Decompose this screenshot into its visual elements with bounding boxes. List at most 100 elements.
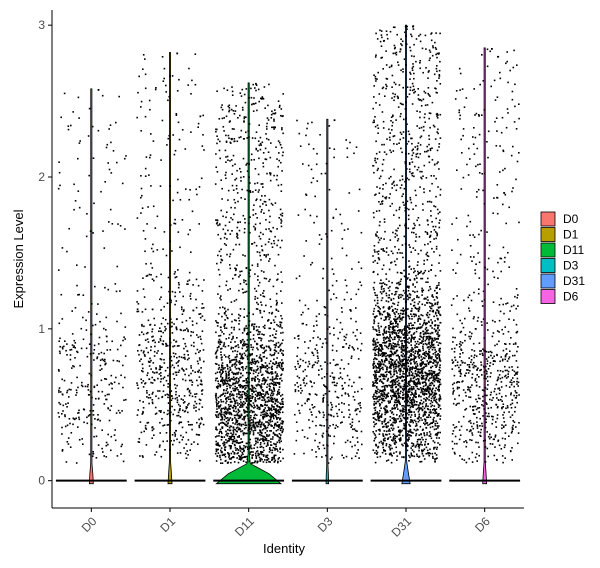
point — [273, 240, 275, 242]
point — [391, 305, 393, 308]
point — [145, 428, 148, 430]
point — [153, 350, 156, 353]
point — [169, 337, 171, 340]
point — [184, 410, 187, 412]
point — [259, 430, 262, 433]
point — [262, 152, 265, 154]
point — [189, 292, 192, 295]
point — [410, 394, 412, 396]
point — [397, 390, 399, 392]
point — [181, 313, 184, 315]
point — [97, 303, 99, 305]
point — [159, 421, 161, 424]
point — [224, 406, 227, 408]
point — [428, 94, 430, 96]
point — [194, 393, 196, 395]
point — [377, 322, 380, 325]
point — [89, 390, 92, 393]
point — [223, 333, 225, 335]
point — [137, 91, 139, 94]
point — [231, 433, 234, 436]
point — [104, 363, 106, 366]
point — [402, 256, 404, 259]
point — [227, 368, 229, 370]
point — [268, 347, 271, 349]
point — [198, 398, 201, 401]
point — [372, 212, 375, 214]
point — [372, 326, 374, 328]
point — [372, 107, 374, 110]
point — [404, 180, 406, 183]
point — [268, 372, 271, 375]
point — [327, 404, 329, 406]
point — [239, 445, 241, 448]
point — [278, 141, 281, 144]
point — [101, 358, 104, 360]
point — [198, 223, 200, 225]
point — [413, 271, 415, 274]
point — [228, 444, 231, 447]
point — [116, 265, 119, 268]
point — [69, 349, 71, 351]
point — [260, 457, 262, 460]
point — [276, 228, 278, 230]
point — [431, 356, 433, 358]
point — [258, 393, 260, 396]
point — [375, 369, 378, 372]
point — [395, 320, 398, 323]
point — [220, 341, 223, 344]
point — [380, 57, 382, 59]
point — [247, 344, 250, 347]
point — [252, 425, 254, 427]
point — [138, 437, 141, 440]
point — [276, 323, 278, 326]
point — [177, 361, 179, 363]
point — [142, 352, 145, 354]
point — [223, 383, 226, 385]
point — [338, 408, 340, 411]
point — [335, 297, 338, 299]
point — [239, 376, 241, 379]
point — [404, 108, 407, 110]
point — [227, 407, 230, 410]
point — [58, 416, 60, 418]
point — [429, 416, 432, 418]
point — [237, 389, 239, 391]
point — [256, 446, 259, 449]
point — [251, 462, 253, 464]
point — [395, 354, 398, 357]
point — [238, 422, 241, 425]
point — [249, 269, 252, 271]
point — [238, 458, 241, 460]
point — [70, 124, 72, 127]
point — [399, 367, 402, 370]
point — [243, 449, 245, 452]
point — [174, 291, 177, 294]
point — [353, 152, 355, 155]
point — [226, 211, 228, 213]
point — [167, 409, 169, 412]
point — [179, 199, 182, 201]
point — [438, 334, 441, 337]
point — [379, 40, 382, 43]
point — [177, 121, 180, 124]
point — [232, 387, 234, 390]
point — [263, 415, 266, 417]
point — [167, 386, 169, 388]
point — [255, 421, 257, 424]
point — [383, 395, 386, 398]
point — [254, 223, 257, 226]
point — [110, 405, 113, 407]
point — [267, 320, 269, 322]
point — [227, 289, 229, 291]
point — [257, 383, 259, 386]
point — [266, 117, 269, 119]
point — [281, 430, 284, 432]
point — [396, 375, 398, 377]
point — [256, 395, 259, 397]
point — [116, 360, 119, 362]
point — [268, 221, 271, 224]
point — [315, 315, 318, 318]
point — [265, 204, 267, 206]
point — [282, 448, 284, 451]
